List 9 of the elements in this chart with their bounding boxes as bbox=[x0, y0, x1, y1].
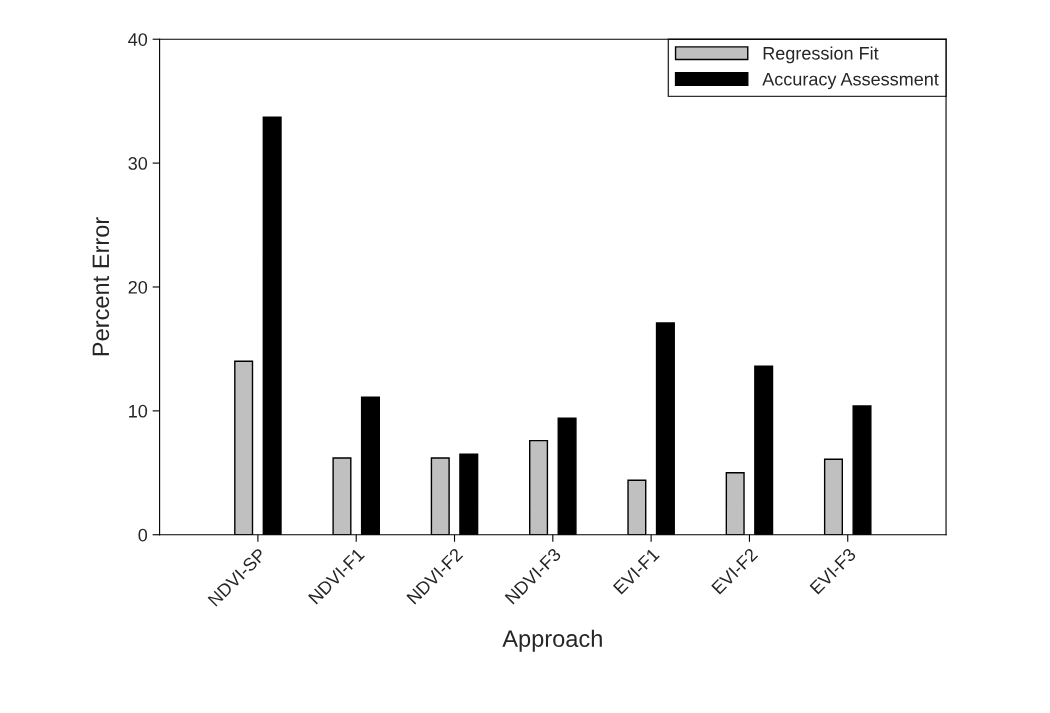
y-tick-label: 10 bbox=[129, 404, 148, 418]
legend-label: Accuracy Assessment bbox=[762, 72, 939, 90]
x-axis-title: Approach bbox=[502, 629, 602, 652]
legend-label: Regression Fit bbox=[763, 46, 879, 64]
y-tick-label: 0 bbox=[138, 528, 148, 542]
y-axis-title: Percent Error bbox=[92, 217, 110, 356]
y-tick-label: 20 bbox=[128, 280, 148, 294]
y-tick-label: 30 bbox=[128, 157, 148, 170]
y-tick-label: 40 bbox=[128, 33, 148, 46]
